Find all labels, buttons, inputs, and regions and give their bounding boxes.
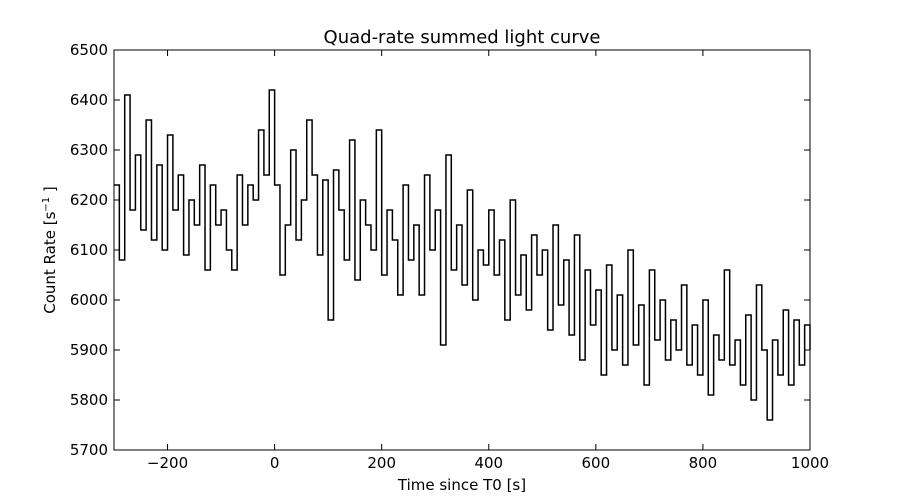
y-tick-label: 6100 (70, 241, 108, 259)
x-tick-label: 600 (582, 454, 611, 472)
y-tick-label: 6300 (70, 141, 108, 159)
series-line (114, 89, 811, 421)
y-tick-label: 6000 (70, 291, 108, 309)
tick-label-group: −200 0 200 400 600 800 1000 5700 5800 5900 6000 610… (70, 41, 829, 472)
y-tick-label: 5800 (70, 391, 108, 409)
x-tick-label: −200 (147, 454, 188, 472)
x-axis-label: Time since T0 [s] (397, 476, 526, 494)
x-tick-label: 800 (689, 454, 718, 472)
y-axis-label-superscript: −1 (41, 197, 52, 212)
y-axis-label: Count Rate [s−1 ] (41, 186, 59, 314)
y-tick-label: 5700 (70, 441, 108, 459)
y-tick-label: 6400 (70, 91, 108, 109)
x-tick-label: 400 (474, 454, 503, 472)
y-tick-label: 6500 (70, 41, 108, 59)
x-tick-label: 0 (270, 454, 280, 472)
x-tick-label: 200 (367, 454, 396, 472)
plot-frame (113, 49, 811, 451)
y-tick-label: 6200 (70, 191, 108, 209)
y-axis-label-close: ] (41, 186, 59, 197)
y-tick-label: 5900 (70, 341, 108, 359)
chart-title: Quad-rate summed light curve (324, 27, 601, 48)
x-tick-label: 1000 (791, 454, 829, 472)
series-group (114, 89, 811, 421)
y-axis-label-main: Count Rate [s (41, 211, 59, 313)
